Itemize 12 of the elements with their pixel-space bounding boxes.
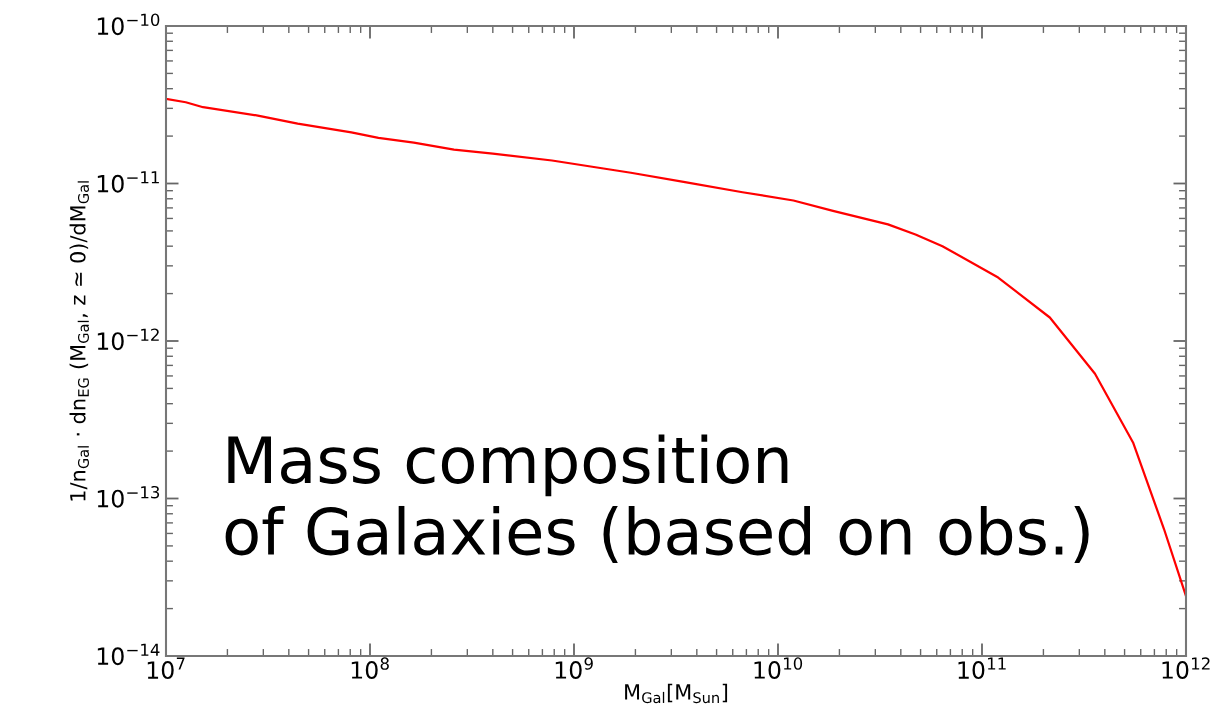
y-tick-label: 10$^{−11}$	[97, 171, 159, 193]
x-tick-label: 10$^{8}$	[351, 657, 389, 679]
x-tick-label: 10$^{11}$	[958, 657, 1006, 679]
x-axis-title: M$_{Gal}$[M$_{Sun}$]	[625, 683, 728, 704]
annotation: Mass composition of Galaxies (based on obs.)	[225, 434, 1089, 563]
y-tick-label: 10$^{−10}$	[97, 13, 160, 36]
x-tick-label: 10$^{9}$	[555, 657, 593, 679]
y-tick-label: 10$^{−12}$	[97, 328, 159, 351]
y-tick-label: 10$^{−13}$	[97, 485, 160, 508]
x-tick-label: 10$^{12}$	[1162, 657, 1210, 679]
x-tick-label: 10$^{10}$	[754, 657, 803, 679]
y-axis-title: 1/n$_{Gal}$ · dn$_{EG}$ (M$_{Gal}$, z ≃ 0)/dM$_{Gal}$	[69, 181, 89, 501]
